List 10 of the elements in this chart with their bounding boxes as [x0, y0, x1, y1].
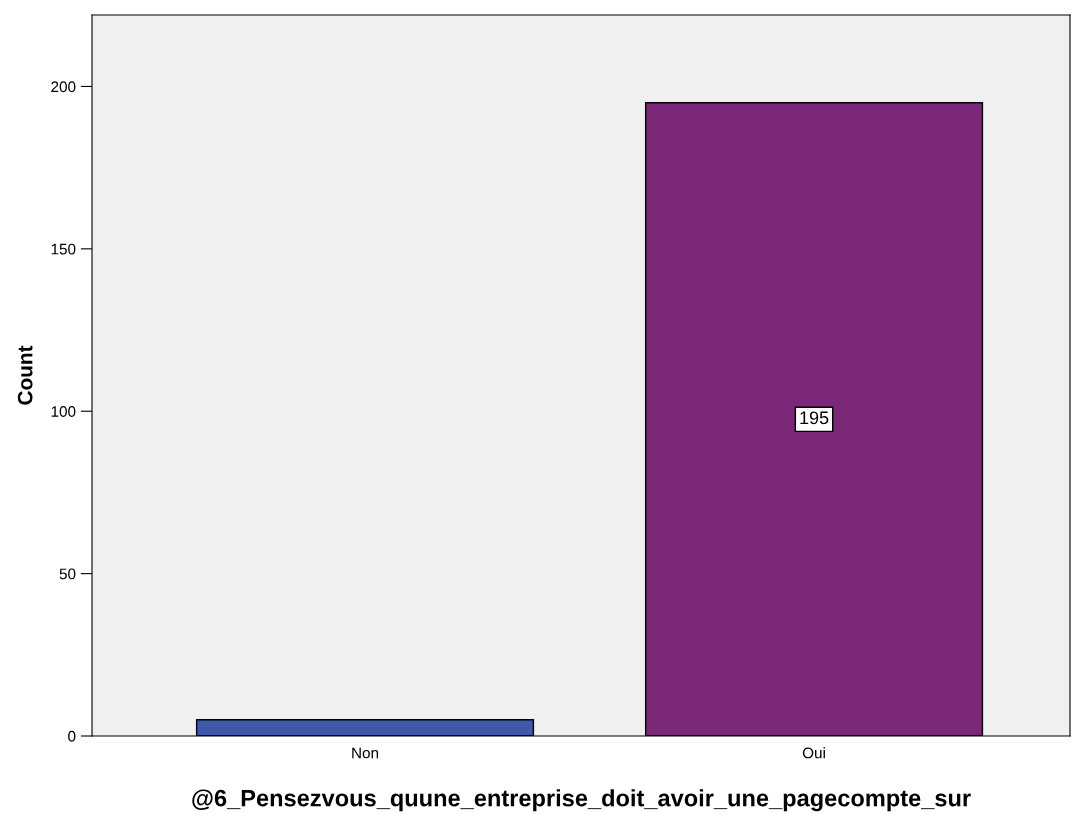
x-tick-label: Non	[352, 747, 379, 759]
data-label: 195	[800, 411, 829, 425]
x-tick-label: Oui	[802, 747, 825, 759]
y-tick-label: 0	[68, 730, 76, 742]
y-tick-label: 100	[51, 406, 76, 417]
y-tick-label: 150	[51, 243, 76, 255]
y-tick-label: 50	[59, 568, 76, 580]
y-axis-title: Count	[17, 345, 33, 405]
x-axis-title: @6_Pensezvous_quune_entreprise_doit_avoir_une_pagecompte_sur	[192, 789, 971, 812]
y-tick-label: 200	[51, 81, 76, 93]
